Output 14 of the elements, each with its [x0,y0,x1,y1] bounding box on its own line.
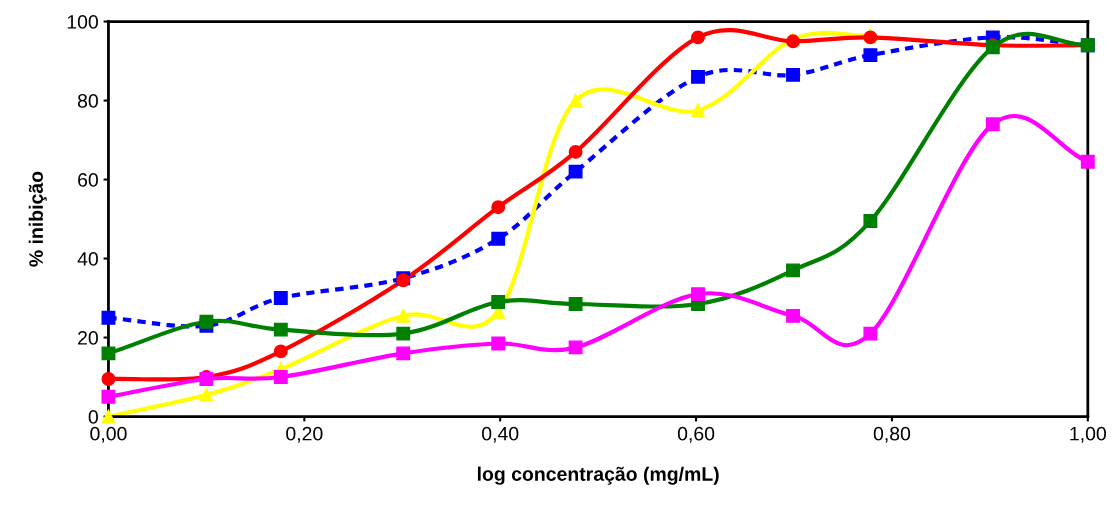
y-tick-label: 60 [78,173,98,187]
y-tick-label: 40 [77,252,98,266]
x-tick-label: 1,00 [1070,426,1106,443]
y-tick-label: 0 [88,410,98,424]
x-tick-label: 0,00 [90,426,127,443]
y-axis-title: % inibição [28,171,47,267]
x-tick-label: 0,40 [482,426,519,443]
x-axis-title: log concentração (mg/mL) [477,466,719,485]
y-tick-label: 80 [77,94,98,108]
y-tick-label: 100 [67,15,98,29]
x-tick-label: 0,20 [286,426,323,443]
x-tick-label: 0,80 [873,426,911,443]
y-tick-label: 20 [78,331,98,345]
x-tick-label: 0,60 [677,426,715,443]
